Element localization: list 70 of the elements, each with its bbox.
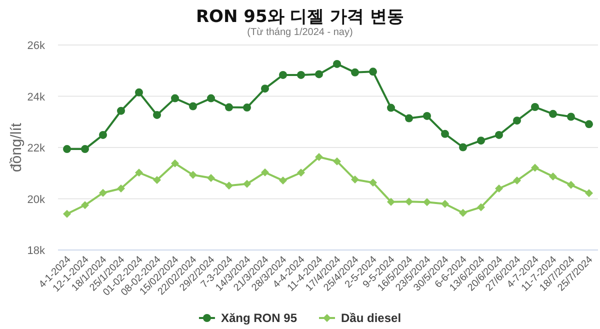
point [243,180,251,188]
point [261,168,269,176]
point [531,164,539,172]
legend-label: Dầu diesel [341,311,402,325]
point [171,94,179,102]
point [369,68,377,76]
point [333,157,341,166]
point [423,112,431,120]
point [459,208,467,217]
point [351,176,359,184]
point [405,198,413,206]
point [513,116,521,125]
point [63,210,71,218]
point [297,70,305,79]
point [495,184,503,192]
point [225,182,233,190]
legend-label: Xăng RON 95 [220,311,298,325]
point [333,60,341,68]
point [477,136,485,145]
point [135,168,143,177]
y-tick-label: 18k [27,245,46,257]
point [117,106,125,115]
point [567,112,575,121]
point [207,94,215,102]
point [261,84,269,93]
y-tick-label: 20k [27,194,46,206]
point [81,201,89,210]
point [171,159,179,168]
point [351,68,359,76]
point [531,103,539,112]
point [477,203,485,212]
point [369,178,377,187]
point [99,130,107,139]
point [387,104,395,112]
point [189,170,197,179]
point [279,176,287,185]
y-tick-label: 22k [27,142,46,154]
point [423,198,431,206]
point [153,110,161,119]
point [81,145,89,154]
point [279,70,287,79]
point [495,130,503,139]
point [315,152,323,161]
point [63,145,71,154]
y-axis-title: đồng/lít [8,122,25,172]
point [135,88,143,96]
point [387,198,395,206]
point [441,130,449,138]
point [513,176,521,185]
y-tick-label: 26k [27,40,46,52]
point [441,200,449,208]
point [297,168,305,177]
point [585,120,593,128]
chart-subtitle: (Từ tháng 1/2024 - nay) [247,27,353,38]
point [207,174,215,182]
point [315,70,323,78]
point [99,188,107,197]
point [549,110,557,118]
point [567,180,575,189]
point [153,176,161,184]
point [189,102,197,110]
point [549,172,557,180]
point [405,114,413,122]
y-tick-label: 24k [27,91,46,104]
point [117,184,125,192]
point [585,189,593,198]
point [225,103,233,112]
chart-title: RON 95와 디젤 가격 변동 [196,7,404,27]
point [243,104,251,112]
point [459,143,467,152]
